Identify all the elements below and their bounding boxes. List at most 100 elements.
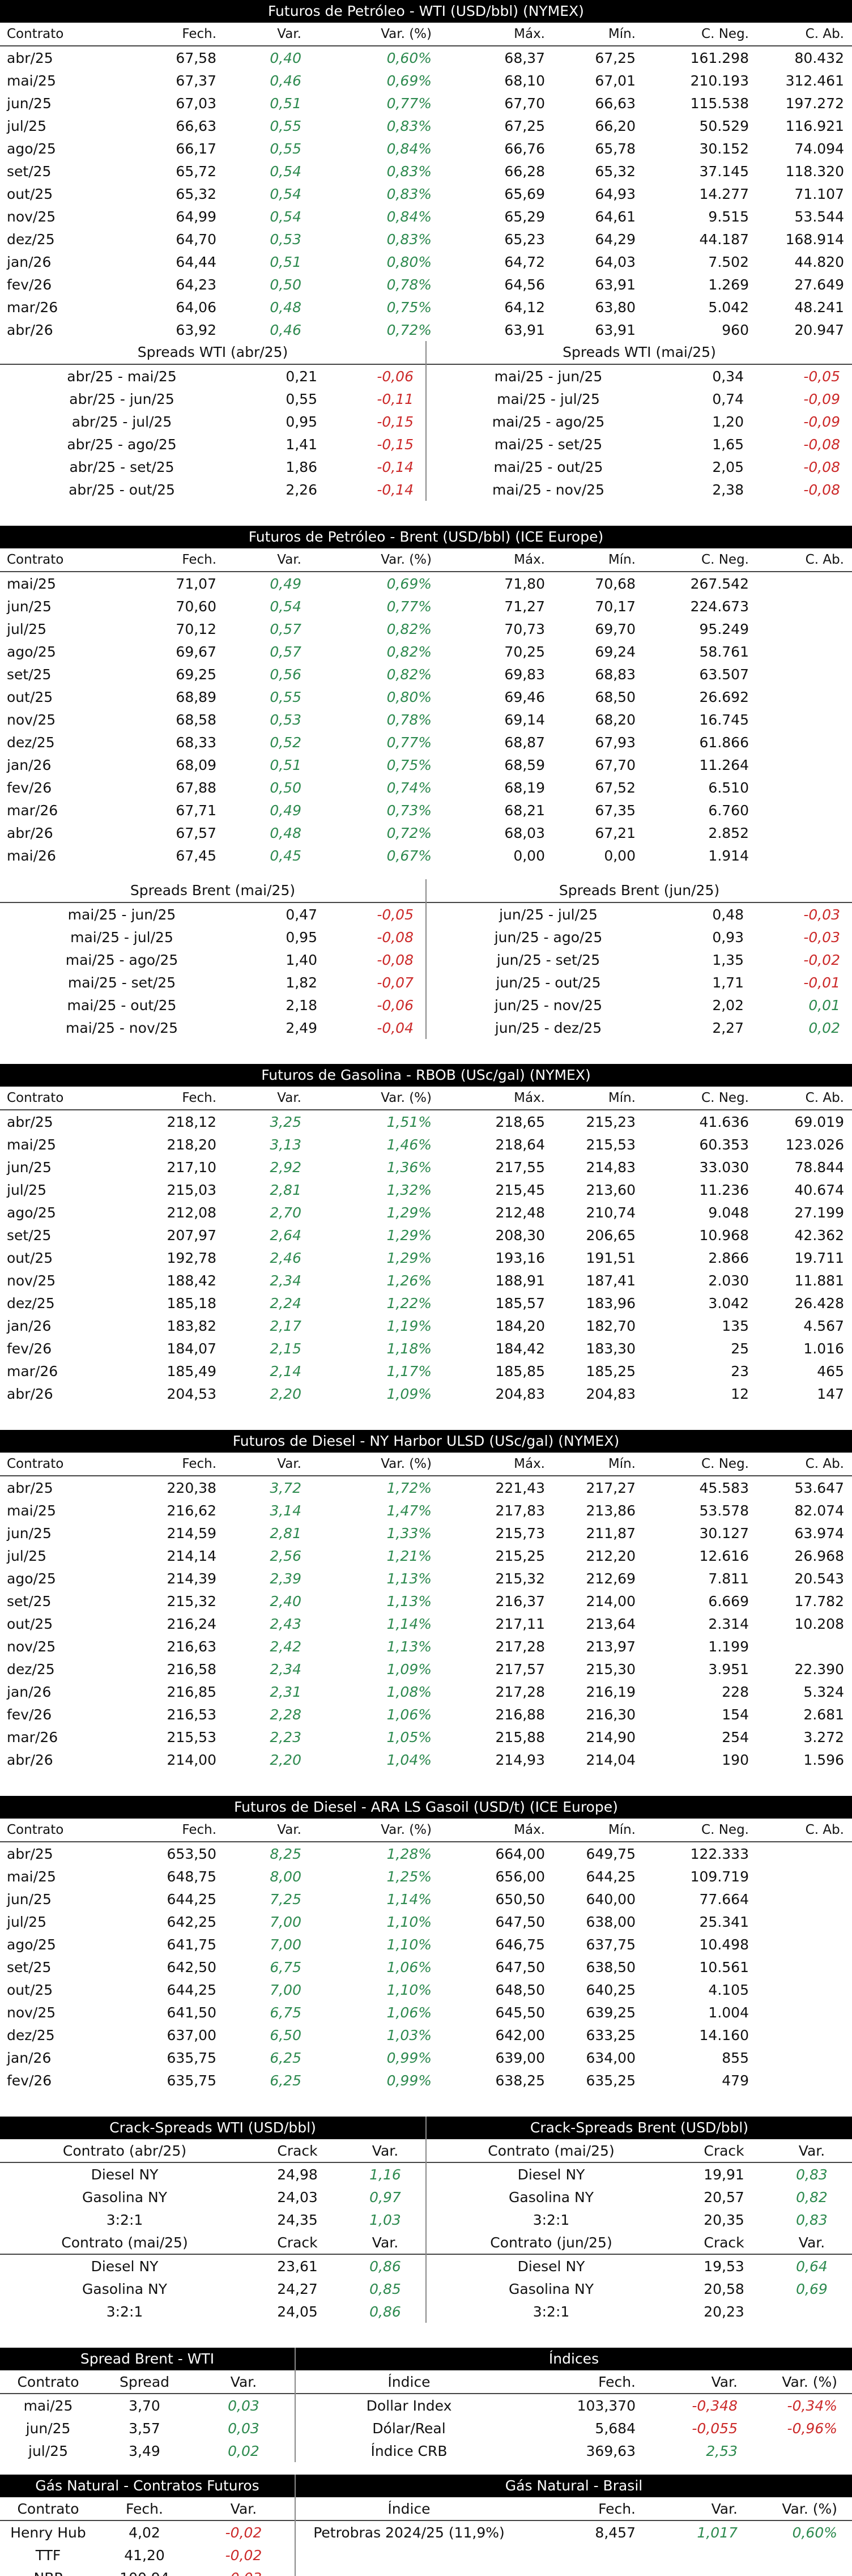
spread-row: abr/25 - ago/25 1,41 -0,15: [0, 433, 425, 455]
volume-cell: 95.249: [699, 620, 749, 637]
volume-cell: 12.616: [699, 1547, 749, 1564]
change-cell: 2,46: [270, 1249, 301, 1266]
table-cell: 5,684: [595, 2420, 636, 2437]
volume-cell: 267.542: [690, 575, 749, 592]
low-cell: 214,83: [586, 1159, 636, 1176]
change-pct-cell: 1,08%: [386, 1683, 432, 1700]
table-row: mar/26 64,06 0,48 0,75% 64,12 63,80 5.042 48.24…: [0, 296, 852, 318]
high-cell: 215,88: [495, 1728, 545, 1745]
crack-row: Diesel NY 24,98 1,16: [0, 2163, 425, 2186]
change-cell: 7,00: [270, 1913, 301, 1930]
contract-cell: jul/25: [7, 620, 46, 637]
low-cell: 64,29: [595, 231, 636, 248]
change-pct-cell: 0,72%: [386, 824, 432, 841]
crack-brent-blocks: Contrato (mai/25) Crack Var. Diesel NY 19,91…: [427, 2139, 852, 2323]
spread-value: 1,35: [712, 951, 744, 968]
change-cell: 6,75: [270, 2004, 301, 2021]
brent-rows: mai/25 71,07 0,49 0,69% 71,80 70,68 267.542 jun…: [0, 572, 852, 867]
open-interest-cell: 71.107: [794, 185, 844, 202]
change-cell: 0,48: [270, 299, 301, 316]
change-pct-cell: 0,82%: [386, 666, 432, 683]
high-cell: 69,14: [504, 711, 545, 728]
close-cell: 216,24: [167, 1615, 216, 1632]
table-row: ago/25 214,39 2,39 1,13% 215,32 212,69 7.811 20…: [0, 1567, 852, 1590]
low-cell: 68,83: [595, 666, 636, 683]
spread-row: mai/25 - out/25 2,18 -0,06: [0, 994, 425, 1016]
contract-cell: out/25: [7, 688, 53, 705]
high-cell: 66,28: [504, 163, 545, 180]
crack-row: Gasolina NY 20,57 0,82: [427, 2186, 852, 2208]
col-header: Contrato: [7, 1457, 64, 1471]
spread-change: -0,04: [377, 1019, 414, 1036]
table-row: TTF 41,20 -0,02: [0, 2544, 295, 2566]
volume-cell: 224.673: [690, 598, 749, 615]
high-cell: 648,50: [495, 1981, 545, 1998]
spread-contract: mai/25 - ago/25: [492, 413, 605, 430]
spread-contract: mai/25 - set/25: [67, 974, 176, 991]
open-interest-cell: 11.881: [794, 1272, 844, 1289]
change-cell: 8,00: [270, 1868, 301, 1885]
contract-cell: dez/25: [7, 231, 55, 248]
table-row: jan/26 216,85 2,31 1,08% 217,28 216,19 228 5.32…: [0, 1680, 852, 1703]
table-row: dez/25 68,33 0,52 0,77% 68,87 67,93 61.866: [0, 731, 852, 753]
volume-cell: 12: [731, 1385, 749, 1402]
close-cell: 218,12: [167, 1113, 216, 1130]
wti-spreads-left-title: Spreads WTI (abr/25): [0, 341, 425, 365]
high-cell: 63,91: [504, 321, 545, 338]
change-pct-cell: 0,77%: [386, 598, 432, 615]
open-interest-cell: 22.390: [794, 1660, 844, 1677]
close-cell: 188,42: [167, 1272, 216, 1289]
close-cell: 216,85: [167, 1683, 216, 1700]
change-pct-cell: 0,80%: [386, 253, 432, 270]
brent-spreads-left-title: Spreads Brent (mai/25): [0, 879, 425, 903]
brent-header-row: Contrato Fech. Var. Var. (%) Máx. Mín. C…: [0, 548, 852, 572]
volume-cell: 855: [722, 2049, 749, 2066]
high-cell: 217,11: [495, 1615, 545, 1632]
table-row: mar/26 67,71 0,49 0,73% 68,21 67,35 6.760: [0, 799, 852, 821]
volume-cell: 190: [722, 1751, 749, 1768]
volume-cell: 3.951: [708, 1660, 749, 1677]
volume-cell: 58.761: [699, 643, 749, 660]
col-header: Contrato: [7, 552, 64, 567]
table-cell: 0,03: [228, 2420, 259, 2437]
table-cell: -0,34%: [787, 2397, 837, 2414]
change-pct-cell: 1,09%: [386, 1385, 432, 1402]
indices: Índices Índice Fech. Var. Var. (%) Dolla…: [295, 2348, 852, 2462]
table-row: fev/26 67,88 0,50 0,74% 68,19 67,52 6.510: [0, 776, 852, 799]
table-row: abr/26 204,53 2,20 1,09% 204,83 204,83 12 147: [0, 1382, 852, 1405]
brent-wti-rows: mai/25 3,70 0,03 jun/25 3,57 0,03 jul/25 3,49 0,…: [0, 2394, 295, 2462]
change-cell: 2,20: [270, 1385, 301, 1402]
change-cell: 2,15: [270, 1340, 301, 1357]
high-cell: 68,03: [504, 824, 545, 841]
high-cell: 188,91: [495, 1272, 545, 1289]
open-interest-cell: 116.921: [785, 117, 844, 134]
crack-product: Diesel NY: [517, 2166, 585, 2183]
high-cell: 642,00: [495, 2026, 545, 2043]
volume-cell: 7.502: [708, 253, 749, 270]
spread-change: -0,08: [803, 458, 840, 475]
high-cell: 67,25: [504, 117, 545, 134]
volume-cell: 1.199: [708, 1638, 749, 1655]
gasoil-rows: abr/25 653,50 8,25 1,28% 664,00 649,75 122.333…: [0, 1842, 852, 2092]
table-cell: 4,02: [129, 2524, 160, 2541]
low-cell: 63,91: [595, 321, 636, 338]
spread-value: 1,86: [286, 458, 317, 475]
high-cell: 638,25: [495, 2072, 545, 2089]
volume-cell: 122.333: [690, 1845, 749, 1862]
open-interest-cell: 168.914: [785, 231, 844, 248]
high-cell: 64,56: [504, 276, 545, 293]
col-header: Crack: [277, 2142, 318, 2159]
close-cell: 69,67: [176, 643, 216, 660]
high-cell: 69,46: [504, 688, 545, 705]
col-header: Contrato: [7, 27, 64, 41]
change-pct-cell: 0,84%: [386, 208, 432, 225]
volume-cell: 2.852: [708, 824, 749, 841]
high-cell: 215,32: [495, 1570, 545, 1587]
change-pct-cell: 0,78%: [386, 276, 432, 293]
high-cell: 68,10: [504, 72, 545, 89]
low-cell: 66,63: [595, 95, 636, 112]
high-cell: 66,76: [504, 140, 545, 157]
low-cell: 64,93: [595, 185, 636, 202]
low-cell: 67,01: [595, 72, 636, 89]
high-cell: 65,69: [504, 185, 545, 202]
